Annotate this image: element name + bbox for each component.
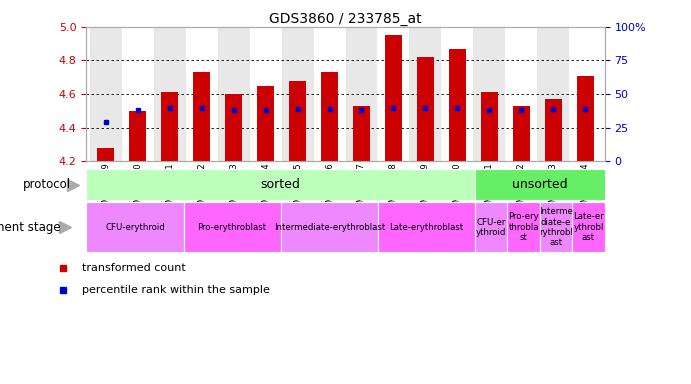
Bar [314, 27, 346, 161]
Bar [257, 86, 274, 161]
Bar [481, 93, 498, 161]
Text: Intermediate-erythroblast: Intermediate-erythroblast [274, 223, 385, 232]
Text: CFU-er
ythroid: CFU-er ythroid [476, 218, 507, 237]
Text: development stage: development stage [0, 221, 61, 234]
Text: Interme
diate-e
rythrobl
ast: Interme diate-e rythrobl ast [539, 207, 573, 247]
Bar [545, 99, 562, 161]
Bar [410, 27, 442, 161]
Text: transformed count: transformed count [82, 263, 186, 273]
Text: CFU-erythroid: CFU-erythroid [105, 223, 165, 232]
Bar [86, 202, 184, 252]
Bar [540, 202, 572, 252]
Text: sorted: sorted [261, 178, 301, 191]
Bar [153, 27, 186, 161]
Bar [346, 27, 377, 161]
Bar [377, 27, 410, 161]
Bar [184, 202, 281, 252]
Bar [576, 76, 594, 161]
Text: percentile rank within the sample: percentile rank within the sample [82, 285, 270, 295]
Bar [473, 27, 505, 161]
Text: Late-er
ythrobl
ast: Late-er ythrobl ast [573, 212, 604, 242]
Bar [90, 27, 122, 161]
Bar [475, 202, 507, 252]
Bar [352, 106, 370, 161]
Bar [385, 35, 402, 161]
Bar [321, 72, 339, 161]
Bar [193, 72, 210, 161]
Bar [161, 93, 178, 161]
Title: GDS3860 / 233785_at: GDS3860 / 233785_at [269, 12, 422, 26]
Text: unsorted: unsorted [512, 178, 567, 191]
Bar [505, 27, 538, 161]
Bar [97, 148, 115, 161]
Bar [225, 94, 243, 161]
Bar [289, 81, 306, 161]
Bar [569, 27, 601, 161]
Bar [378, 202, 475, 252]
Text: protocol: protocol [23, 178, 70, 191]
Text: Pro-ery
throbla
st: Pro-ery throbla st [509, 212, 539, 242]
Bar [572, 202, 605, 252]
Text: Late-erythroblast: Late-erythroblast [389, 223, 464, 232]
Bar [218, 27, 249, 161]
Bar [538, 27, 569, 161]
Bar [417, 57, 434, 161]
Bar [281, 202, 378, 252]
Bar [442, 27, 473, 161]
Bar [475, 169, 605, 200]
Bar [448, 49, 466, 161]
Bar [281, 27, 314, 161]
Bar [86, 169, 475, 200]
Bar [249, 27, 281, 161]
Bar [507, 202, 540, 252]
Bar [122, 27, 153, 161]
Bar [129, 111, 146, 161]
Bar [186, 27, 218, 161]
Text: Pro-erythroblast: Pro-erythroblast [198, 223, 267, 232]
Bar [513, 106, 530, 161]
